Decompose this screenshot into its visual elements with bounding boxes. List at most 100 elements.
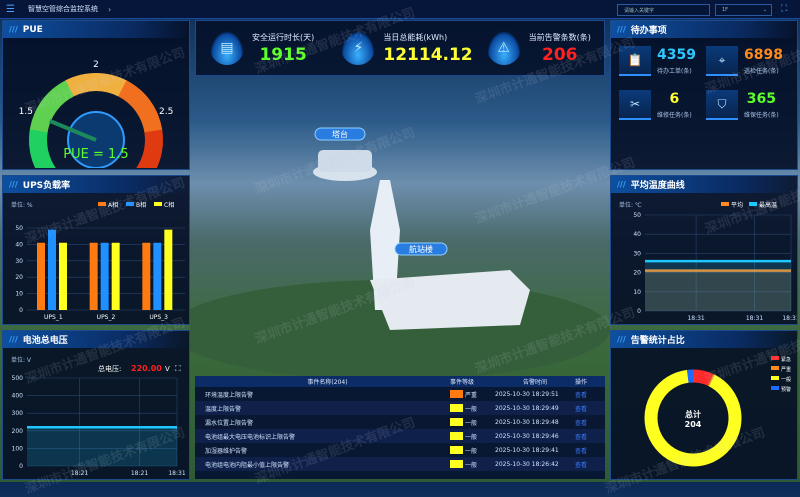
total-voltage-label: 总电压: — [98, 364, 121, 373]
gauge-arc-segment — [96, 82, 110, 84]
event-level: 一般 — [450, 404, 495, 413]
app-title: 智慧空管综合监控系统 — [28, 4, 98, 14]
terminal-label: 航站楼 — [409, 244, 433, 254]
menu-icon[interactable]: ☰ — [6, 4, 20, 15]
y-tick-label: 40 — [15, 241, 23, 248]
event-time: 2025-10-30 18:29:48 — [495, 419, 575, 426]
bar[interactable] — [153, 243, 161, 310]
panel-header: ///平均温度曲线 — [611, 176, 797, 193]
pue-value-label: PUE = 1.5 — [63, 147, 128, 162]
bar[interactable] — [90, 243, 98, 310]
panel-title: PUE — [23, 25, 43, 35]
view-button[interactable]: 查看 — [575, 460, 605, 469]
chevron-right-icon[interactable]: › — [108, 5, 111, 14]
gauge-arc-segment — [153, 131, 154, 145]
kpi-label: 当前告警条数(条) — [529, 32, 591, 43]
bar[interactable] — [164, 230, 172, 310]
level-text: 严重 — [465, 390, 477, 399]
monitor-chart-icon: ▤ — [210, 31, 244, 65]
kpi-value: 1915 — [252, 45, 314, 65]
legend-swatch — [771, 356, 779, 360]
gauge-tick-label: 1.5 — [19, 107, 33, 117]
lightning-icon: ⚡ — [341, 31, 375, 65]
view-button[interactable]: 查看 — [575, 418, 605, 427]
level-text: 一般 — [465, 446, 477, 455]
view-button[interactable]: 查看 — [575, 404, 605, 413]
x-tick-label: 18:31 — [782, 315, 797, 322]
bar[interactable] — [59, 243, 67, 310]
gauge-arc-segment — [38, 130, 39, 144]
todo-value: 4359 — [657, 47, 696, 63]
y-tick-label: 0 — [637, 308, 641, 315]
panel-title: 电池总电压 — [23, 333, 68, 346]
y-tick-label: 500 — [12, 375, 24, 382]
tower-top — [318, 150, 372, 172]
gauge-arc-segment — [143, 106, 150, 119]
panel-title: UPS负载率 — [23, 178, 70, 191]
total-voltage-unit: V — [165, 365, 170, 373]
level-text: 一般 — [465, 432, 477, 441]
fullscreen-icon[interactable]: ⛶ — [174, 364, 181, 373]
floor-select[interactable]: 1F⌄ — [715, 4, 772, 16]
level-swatch — [450, 404, 463, 412]
donut-center-label: 总计 — [685, 409, 701, 419]
event-name: 电池组电池内阻最小值上限告警 — [195, 460, 450, 469]
bar[interactable] — [142, 243, 150, 310]
gauge-arc-segment — [122, 88, 134, 96]
y-tick-label: 20 — [633, 270, 641, 277]
event-level: 一般 — [450, 460, 495, 469]
col-level: 事件等级 — [450, 377, 495, 386]
view-button[interactable]: 查看 — [575, 446, 605, 455]
pue-gauge: 11.522.53PUE = 1.5 — [3, 38, 189, 168]
bar[interactable] — [112, 243, 120, 310]
panel-header: ///UPS负载率 — [3, 176, 189, 193]
event-name: 温度上限告警 — [195, 404, 450, 413]
y-tick-label: 0 — [19, 307, 23, 314]
gauge-tick-label: 2.5 — [159, 107, 173, 117]
y-tick-label: 100 — [12, 445, 24, 452]
bar[interactable] — [48, 230, 56, 310]
event-time: 2025-10-30 18:29:51 — [495, 391, 575, 398]
legend-label: 紧急 — [781, 356, 791, 363]
view-button[interactable]: 查看 — [575, 432, 605, 441]
kpi-label: 当日总能耗(kWh) — [383, 32, 472, 43]
gauge-arc-segment — [134, 96, 144, 107]
col-action: 操作 — [575, 377, 605, 386]
todo-label: 巡检任务(条) — [744, 66, 783, 75]
unit-label: 单位: V — [11, 356, 32, 364]
view-button[interactable]: 查看 — [575, 390, 605, 399]
event-level: 一般 — [450, 432, 495, 441]
gauge-arc-segment — [151, 145, 154, 159]
bar[interactable] — [37, 243, 45, 310]
gauge-arc-segment — [39, 117, 43, 131]
bar[interactable] — [101, 243, 109, 310]
series-area — [27, 427, 177, 466]
fullscreen-icon[interactable]: ⛶ — [781, 4, 787, 14]
y-tick-label: 0 — [19, 463, 23, 470]
search-input[interactable]: 请输入关键字 — [617, 4, 710, 16]
donut-slice[interactable] — [711, 380, 712, 381]
event-time: 2025-10-30 18:29:49 — [495, 405, 575, 412]
todo-value: 365 — [744, 91, 779, 107]
unit-label: 单位: % — [11, 201, 33, 209]
tools-icon: ✂ — [619, 90, 651, 120]
total-voltage-value: 220.00 — [131, 364, 162, 373]
legend-swatch — [771, 376, 779, 380]
donut-slice[interactable] — [693, 376, 711, 380]
gauge-arc-segment — [38, 144, 41, 158]
todo-label: 待办工单(条) — [657, 66, 696, 75]
level-text: 一般 — [465, 404, 477, 413]
level-swatch — [450, 432, 463, 440]
level-text: 一般 — [465, 418, 477, 427]
event-level: 一般 — [450, 418, 495, 427]
